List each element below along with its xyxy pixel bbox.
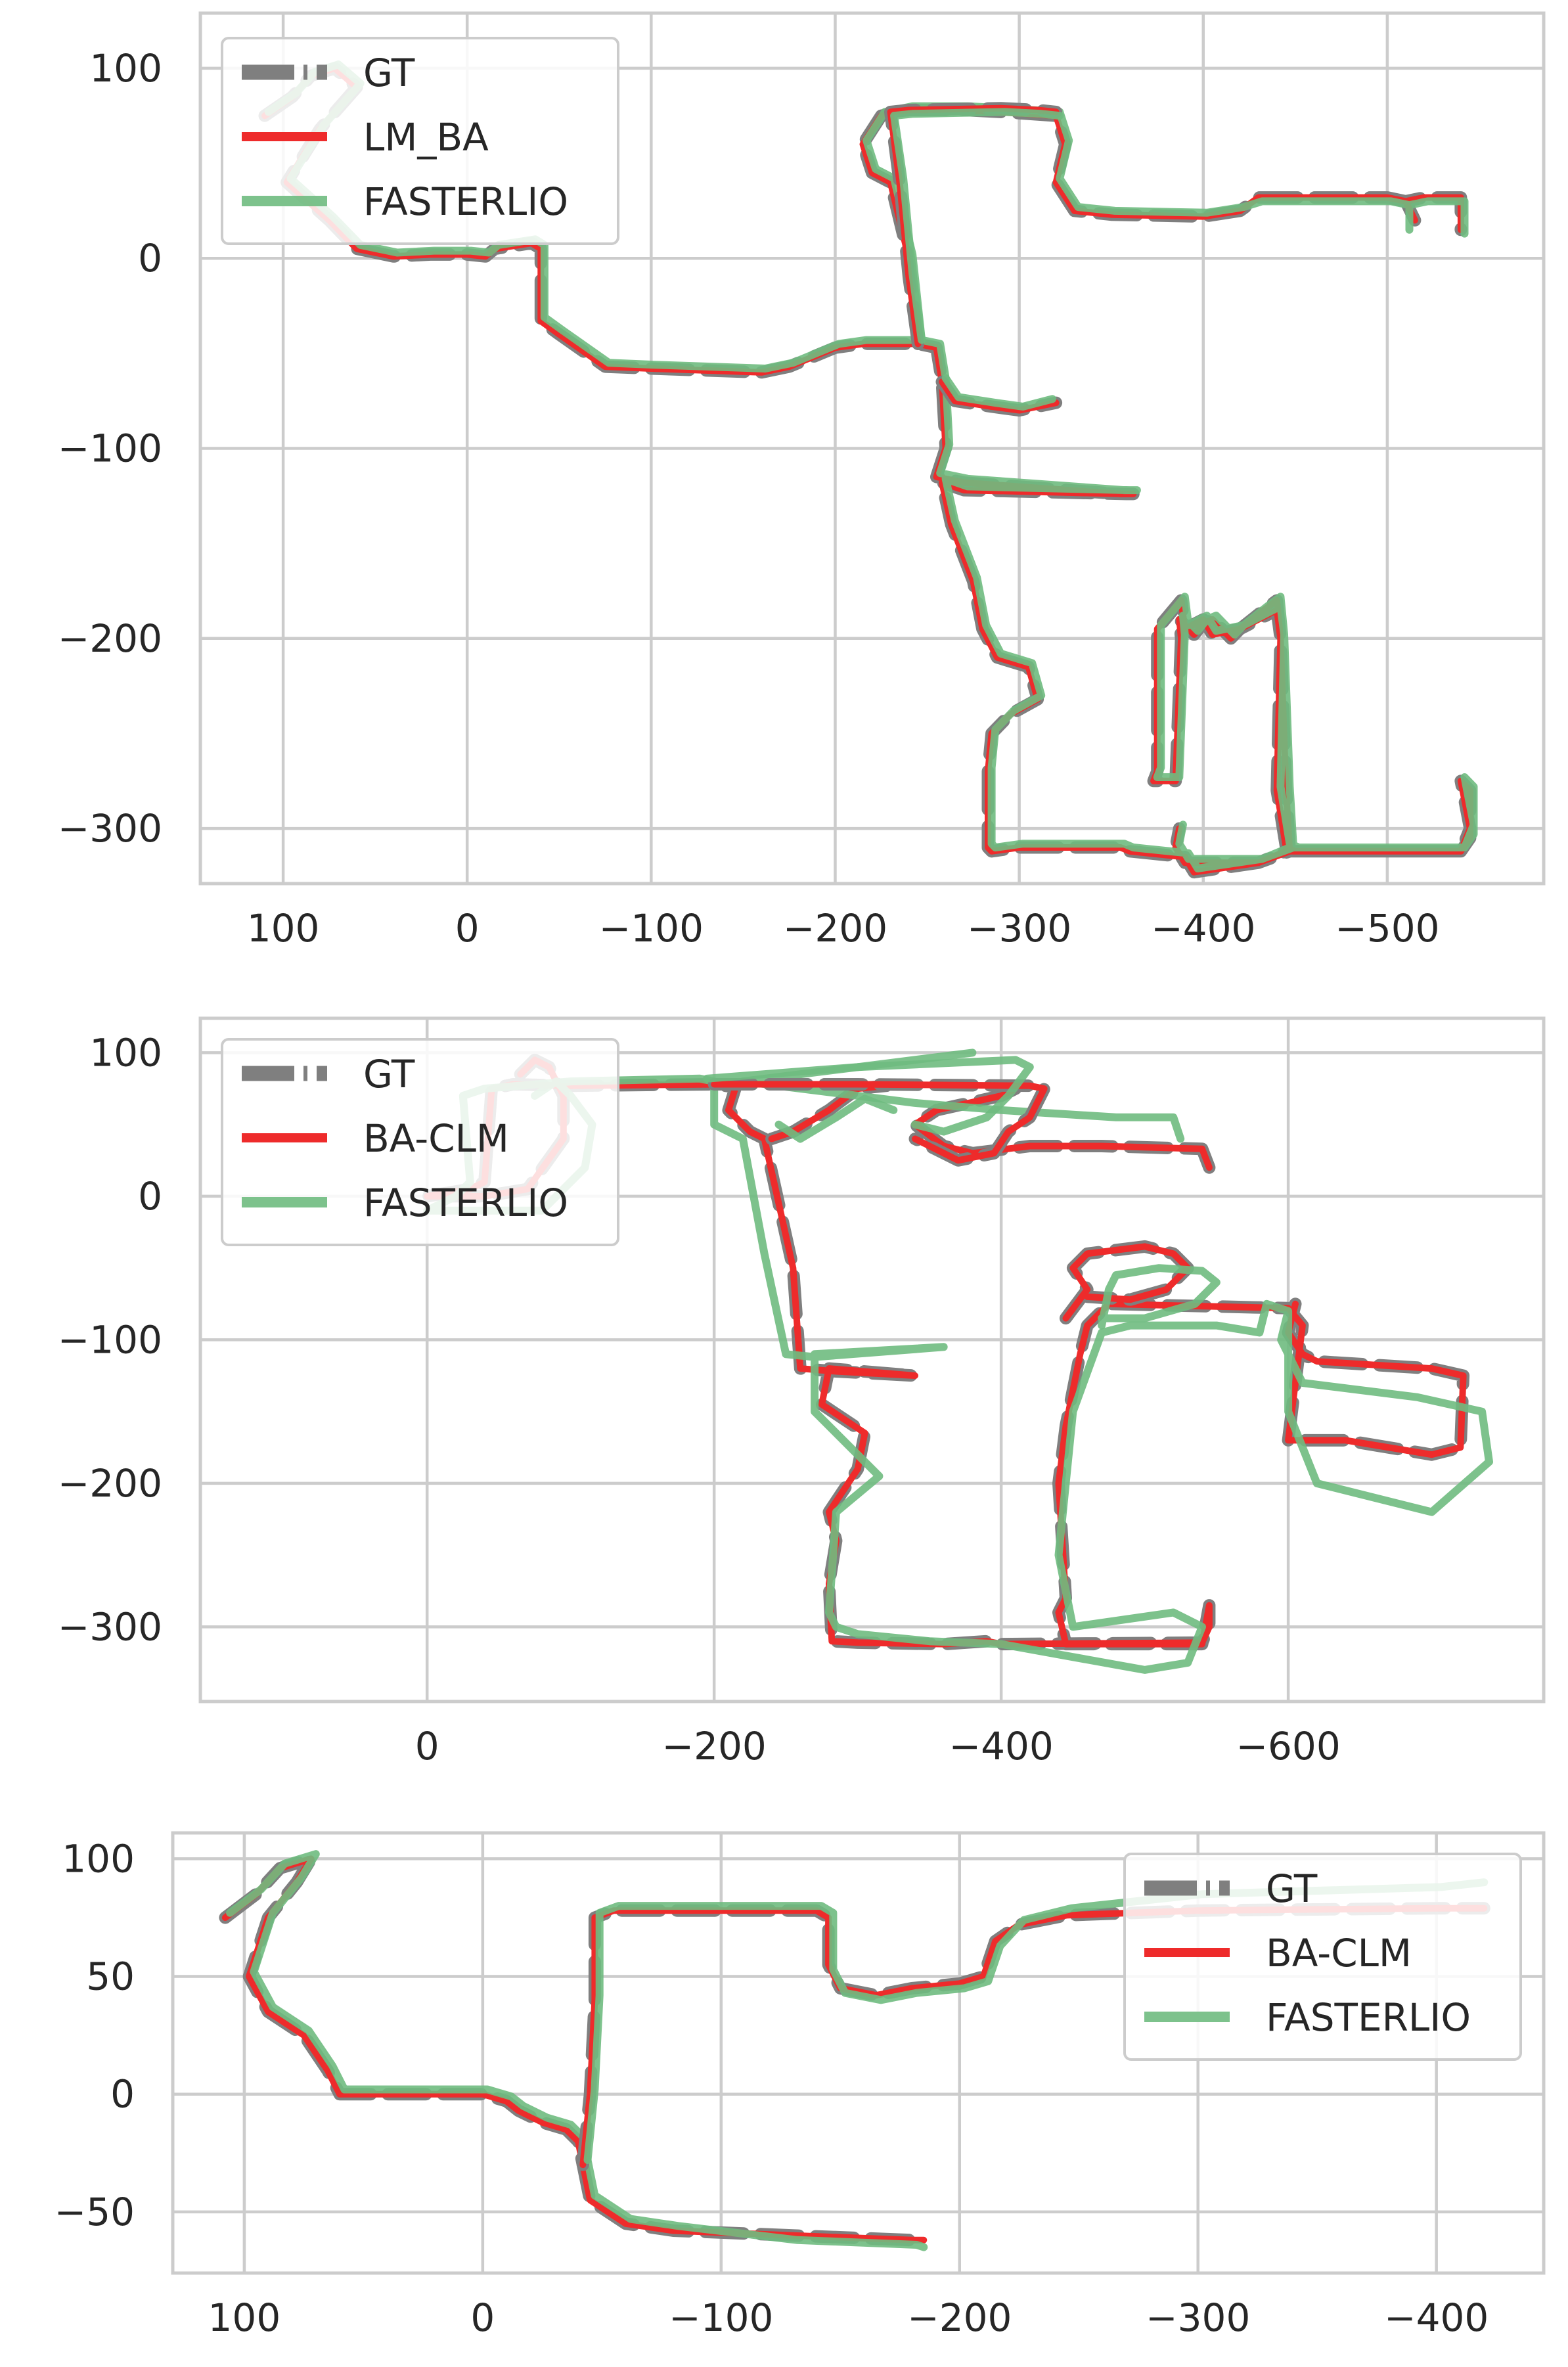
x-tick-label: −300	[1146, 2295, 1250, 2340]
plot-frame	[171, 1831, 1546, 2275]
y-tick-label: −200	[58, 1461, 162, 1506]
legend-label: GT	[1266, 1866, 1318, 1911]
x-tick-label: −400	[1151, 906, 1255, 951]
series-line-fasterlio	[226, 1850, 928, 2251]
x-tick-label: −100	[669, 2295, 773, 2340]
plot-frame	[198, 11, 1546, 886]
chart-panel-2: 0 −200 −400 −600 −300 −200 −100 0 100 GT BA-CLM FAS…	[58, 1016, 1546, 1769]
legend-frame	[221, 37, 619, 245]
y-tick-label: −300	[58, 806, 162, 851]
legend-frame	[1123, 1853, 1522, 2061]
plot-frame	[198, 1016, 1546, 1703]
x-tick-label: 0	[470, 2295, 495, 2340]
legend-label: FASTERLIO	[363, 1181, 568, 1225]
x-tick-label: −600	[1236, 1724, 1340, 1769]
legend-label: GT	[363, 1052, 415, 1096]
series-line-ba-clm	[1062, 1243, 1192, 1322]
legend-label: BA-CLM	[1266, 1931, 1412, 1975]
chart-panel-1: 100 0 −100 −200 −300 −400 −500 −300 −200 −100 0 100…	[58, 11, 1546, 951]
legend: GT BA-CLM FASTERLIO	[221, 1038, 619, 1246]
chart-panels: 100 0 −100 −200 −300 −400 −500−300−200−1000100…	[55, 11, 1546, 2340]
legend: GT LM_BA FASTERLIO	[221, 37, 619, 245]
y-tick-label: −200	[58, 616, 162, 661]
x-tick-label: −200	[907, 2295, 1012, 2340]
y-tick-label: 0	[138, 1174, 162, 1219]
x-tick-label: −100	[599, 906, 704, 951]
x-tick-label: −300	[967, 906, 1071, 951]
series-line-fasterlio	[890, 108, 1064, 344]
chart-panel-3: 100 0 −100 −200 −300 −400 −50 0 50 100 GT BA-CLM FAS…	[55, 1831, 1546, 2340]
legend-label: BA-CLM	[363, 1116, 509, 1161]
x-tick-label: 0	[415, 1724, 439, 1769]
legend-label: FASTERLIO	[1266, 1995, 1471, 2040]
series-group	[219, 1850, 1490, 2251]
series-line-fasterlio	[862, 102, 1469, 344]
legend-label: GT	[363, 51, 415, 95]
x-tick-label: 100	[247, 906, 320, 951]
series-line-lm-ba	[859, 106, 1464, 348]
series-line-ba-clm	[912, 1085, 1213, 1171]
series-line-fasterlio	[583, 1878, 1489, 2164]
y-tick-label: −300	[58, 1604, 162, 1649]
x-tick-label: −400	[949, 1724, 1053, 1769]
series-line-fasterlio	[941, 374, 1056, 411]
x-tick-label: −400	[1384, 2295, 1489, 2340]
series-line-fasterlio	[703, 1056, 1034, 1136]
legend-label: LM_BA	[363, 115, 489, 160]
x-tick-label: −200	[783, 906, 887, 951]
x-tick-label: 100	[208, 2295, 281, 2340]
y-tick-label: 100	[89, 1030, 162, 1075]
legend: GT BA-CLM FASTERLIO	[1123, 1853, 1522, 2061]
y-tick-label: 0	[110, 2072, 135, 2117]
x-tick-label: −200	[662, 1724, 767, 1769]
series-line-fasterlio	[1098, 1264, 1221, 1330]
series-line-ba-clm	[711, 1081, 1048, 1164]
y-tick-label: −100	[58, 426, 162, 471]
series-line-fasterlio	[774, 1094, 898, 1143]
y-tick-label: −50	[55, 2190, 135, 2234]
legend-frame	[221, 1038, 619, 1246]
y-tick-label: 0	[138, 236, 162, 281]
x-tick-label: −500	[1335, 906, 1439, 951]
y-tick-label: −100	[58, 1317, 162, 1362]
y-tick-label: 50	[86, 1954, 135, 1999]
y-tick-label: 100	[89, 46, 162, 91]
y-tick-label: 100	[62, 1836, 135, 1881]
legend-label: FASTERLIO	[363, 179, 568, 224]
x-tick-label: 0	[455, 906, 480, 951]
